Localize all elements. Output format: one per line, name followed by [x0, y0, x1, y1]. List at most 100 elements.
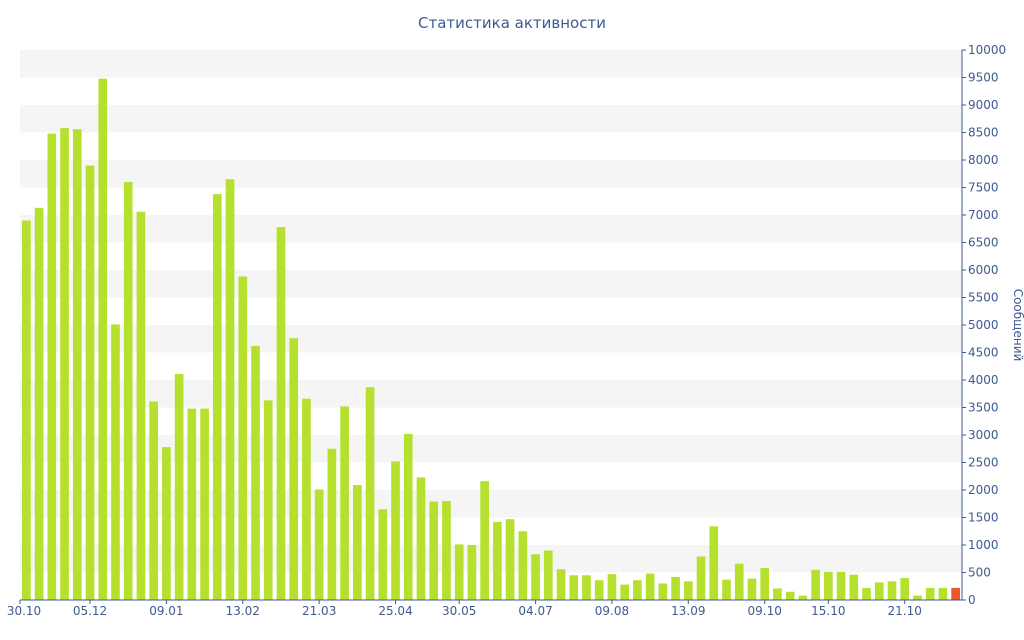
bar[interactable]	[378, 509, 388, 600]
bar[interactable]	[442, 501, 451, 600]
bar[interactable]	[658, 583, 668, 601]
bar[interactable]	[620, 584, 629, 600]
x-tick-label: 09.08	[595, 604, 629, 618]
y-tick-label: 4500	[968, 346, 999, 360]
bar[interactable]	[263, 400, 273, 600]
bar[interactable]	[85, 165, 95, 601]
y-axis-title: Сообщений	[1011, 289, 1024, 362]
bar[interactable]	[454, 544, 464, 600]
bar[interactable]	[671, 576, 680, 600]
bar[interactable]	[569, 575, 579, 600]
bar[interactable]	[22, 220, 31, 601]
bar[interactable]	[276, 227, 286, 600]
bar[interactable]	[47, 133, 57, 600]
y-tick-label: 6000	[968, 263, 999, 277]
bar[interactable]	[633, 580, 642, 600]
x-tick-label: 13.09	[671, 604, 705, 618]
x-tick-label: 21.10	[888, 604, 922, 618]
bar[interactable]	[683, 581, 693, 600]
bar[interactable]	[136, 211, 146, 600]
bar[interactable]	[200, 408, 209, 600]
x-tick-label: 05.12	[73, 604, 107, 618]
x-tick-label: 21.03	[302, 604, 336, 618]
bar[interactable]	[874, 582, 884, 600]
bar[interactable]	[149, 401, 158, 600]
x-tick-label: 04.07	[518, 604, 552, 618]
bar[interactable]	[607, 574, 617, 600]
bar[interactable]	[938, 587, 948, 600]
bar[interactable]	[391, 461, 400, 600]
x-tick-label: 30.05	[442, 604, 476, 618]
y-tick-label: 6500	[968, 236, 999, 250]
bar[interactable]	[734, 563, 744, 600]
bar[interactable]	[594, 580, 604, 600]
bar[interactable]	[849, 574, 859, 600]
bar[interactable]	[403, 433, 413, 600]
bar[interactable]	[722, 579, 731, 600]
bar[interactable]	[238, 276, 248, 600]
y-tick-label: 10000	[968, 43, 1006, 57]
bar[interactable]	[212, 194, 222, 600]
x-axis: 30.10 05.12 09.01 13.02 21.03 25.04 30.05 04.07…	[7, 599, 962, 618]
bar[interactable]	[836, 571, 846, 600]
bar[interactable]	[900, 578, 910, 600]
bar[interactable]	[429, 501, 439, 600]
y-tick-label: 3500	[968, 401, 999, 415]
bar[interactable]	[480, 481, 489, 600]
x-tick-label: 30.10	[7, 604, 41, 618]
bar[interactable]	[493, 521, 502, 600]
bar[interactable]	[811, 569, 820, 600]
y-tick-label: 3000	[968, 428, 999, 442]
bar[interactable]	[340, 406, 349, 600]
bar[interactable]	[251, 345, 260, 600]
bar[interactable]	[747, 578, 757, 600]
bar[interactable]	[531, 554, 540, 600]
bar[interactable]	[862, 587, 871, 600]
bar[interactable]	[709, 526, 719, 600]
bar[interactable]	[72, 129, 82, 600]
bar[interactable]	[467, 545, 477, 600]
bar[interactable]	[98, 78, 108, 601]
bar-current[interactable]	[951, 587, 960, 600]
bar[interactable]	[696, 556, 706, 600]
bar[interactable]	[760, 568, 770, 600]
bar[interactable]	[582, 575, 591, 600]
bar[interactable]	[314, 489, 324, 600]
bar[interactable]	[556, 569, 566, 600]
bar[interactable]	[505, 519, 515, 600]
y-tick-label: 9500	[968, 71, 999, 85]
bar[interactable]	[518, 531, 528, 600]
bar[interactable]	[225, 179, 235, 600]
bar[interactable]	[798, 595, 808, 600]
bar[interactable]	[887, 581, 897, 600]
bar[interactable]	[416, 477, 426, 600]
y-tick-label: 7000	[968, 208, 999, 222]
bar[interactable]	[174, 373, 184, 600]
bar[interactable]	[925, 587, 935, 600]
bar[interactable]	[187, 408, 197, 600]
bar[interactable]	[327, 448, 337, 600]
bar[interactable]	[365, 387, 375, 600]
bar[interactable]	[162, 447, 171, 600]
bar[interactable]	[645, 573, 655, 600]
bar[interactable]	[302, 398, 311, 600]
bar[interactable]	[289, 338, 299, 600]
bar[interactable]	[773, 588, 782, 600]
bar[interactable]	[111, 324, 120, 600]
bar[interactable]	[60, 128, 69, 600]
x-tick-label: 25.04	[378, 604, 412, 618]
grid-band	[20, 50, 962, 78]
bar[interactable]	[123, 182, 133, 600]
bar[interactable]	[34, 207, 44, 600]
x-tick-label: 09.10	[748, 604, 782, 618]
bar[interactable]	[913, 595, 922, 600]
bar[interactable]	[353, 485, 362, 600]
y-tick-label: 0	[968, 593, 976, 607]
y-tick-label: 8000	[968, 153, 999, 167]
bar[interactable]	[785, 591, 795, 600]
y-tick-label: 1000	[968, 538, 999, 552]
bar[interactable]	[824, 571, 833, 600]
y-tick-label: 4000	[968, 373, 999, 387]
bar[interactable]	[543, 550, 553, 601]
